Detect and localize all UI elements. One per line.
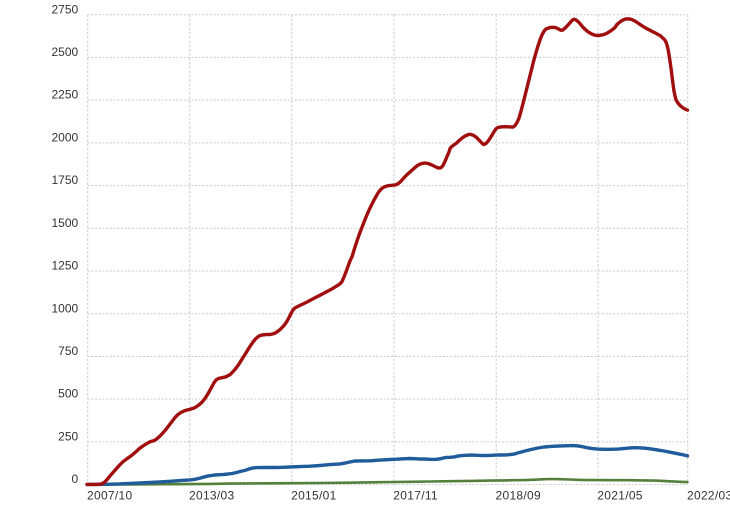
svg-text:2007/10: 2007/10 bbox=[87, 488, 133, 502]
svg-text:2250: 2250 bbox=[51, 88, 78, 102]
svg-text:500: 500 bbox=[58, 387, 78, 401]
svg-text:750: 750 bbox=[58, 344, 78, 358]
svg-text:1000: 1000 bbox=[51, 301, 78, 315]
svg-text:2000: 2000 bbox=[51, 130, 78, 144]
svg-text:2750: 2750 bbox=[51, 2, 78, 16]
svg-text:2018/09: 2018/09 bbox=[496, 488, 542, 502]
svg-text:2017/11: 2017/11 bbox=[393, 488, 438, 502]
svg-text:0: 0 bbox=[72, 472, 79, 486]
svg-text:2500: 2500 bbox=[51, 45, 78, 59]
svg-text:1500: 1500 bbox=[51, 216, 78, 230]
svg-text:1250: 1250 bbox=[51, 259, 78, 273]
svg-text:2022/03: 2022/03 bbox=[687, 488, 730, 502]
svg-text:2015/01: 2015/01 bbox=[291, 488, 337, 502]
svg-text:2013/03: 2013/03 bbox=[189, 488, 235, 502]
svg-text:2021/05: 2021/05 bbox=[597, 488, 643, 502]
svg-text:250: 250 bbox=[58, 429, 78, 443]
svg-text:1750: 1750 bbox=[51, 173, 78, 187]
